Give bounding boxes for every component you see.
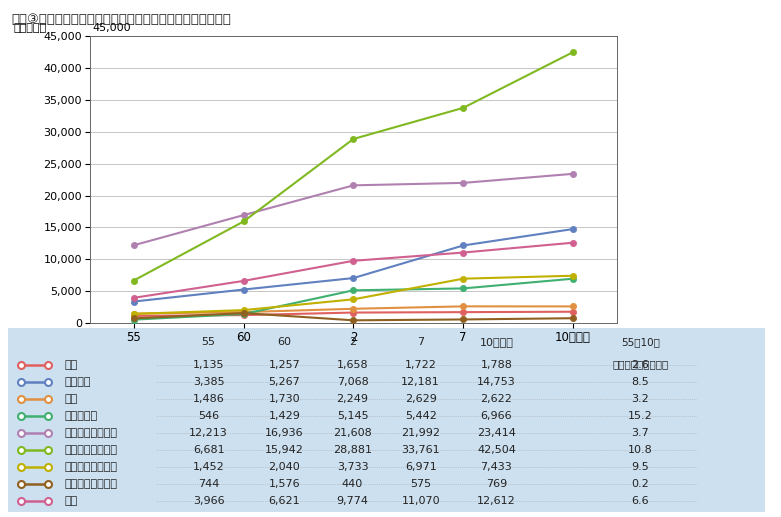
Text: 年平均成長率（％）: 年平均成長率（％） [612, 359, 669, 370]
Text: 2,249: 2,249 [337, 394, 369, 404]
Text: 12,181: 12,181 [401, 377, 440, 387]
Text: 2,040: 2,040 [269, 462, 300, 472]
Text: 3.2: 3.2 [632, 394, 649, 404]
Text: 1,486: 1,486 [193, 394, 224, 404]
Text: 1,257: 1,257 [269, 360, 300, 370]
Text: 16,936: 16,936 [265, 428, 304, 438]
Text: 電気通信: 電気通信 [65, 377, 91, 387]
Text: 5,442: 5,442 [405, 411, 437, 421]
Text: 60: 60 [277, 338, 291, 347]
Text: 744: 744 [198, 479, 219, 489]
Text: 7: 7 [417, 338, 424, 347]
Text: 2,629: 2,629 [405, 394, 437, 404]
Text: 図表③　情報通信産業における部門別実質国内生産額の比較: 図表③ 情報通信産業における部門別実質国内生産額の比較 [12, 13, 232, 26]
Text: 6,966: 6,966 [480, 411, 512, 421]
Text: 9,774: 9,774 [337, 496, 369, 506]
Text: 21,608: 21,608 [333, 428, 372, 438]
Text: 電気通信施設建設: 電気通信施設建設 [65, 479, 118, 489]
Text: 575: 575 [410, 479, 431, 489]
Text: 6,621: 6,621 [269, 496, 300, 506]
Text: 55: 55 [201, 338, 216, 347]
Text: 2,622: 2,622 [480, 394, 512, 404]
Text: 440: 440 [342, 479, 363, 489]
Text: （十億円）: （十億円） [13, 23, 47, 33]
Text: 23,414: 23,414 [477, 428, 516, 438]
Text: 7,068: 7,068 [337, 377, 369, 387]
Text: 6,681: 6,681 [193, 445, 224, 455]
Text: 8.5: 8.5 [632, 377, 649, 387]
Text: 21,992: 21,992 [401, 428, 440, 438]
Text: 7,433: 7,433 [480, 462, 512, 472]
Text: 10（年）: 10（年） [480, 338, 513, 347]
Text: 情報通信機器賃貸: 情報通信機器賃貸 [65, 462, 118, 472]
Text: 6,971: 6,971 [405, 462, 437, 472]
Text: 1,722: 1,722 [405, 360, 437, 370]
Text: 0.2: 0.2 [632, 479, 649, 489]
Text: 5,145: 5,145 [337, 411, 369, 421]
Text: 3,733: 3,733 [337, 462, 369, 472]
Text: 2.6: 2.6 [632, 360, 649, 370]
Text: 1,576: 1,576 [269, 479, 300, 489]
Text: 3,385: 3,385 [193, 377, 224, 387]
Text: 1,135: 1,135 [193, 360, 224, 370]
Text: 11,070: 11,070 [401, 496, 440, 506]
Text: 12,612: 12,612 [477, 496, 515, 506]
Text: 情報通信機器製造: 情報通信機器製造 [65, 445, 118, 455]
Text: 12,213: 12,213 [189, 428, 228, 438]
Text: 1,429: 1,429 [269, 411, 300, 421]
Text: 15.2: 15.2 [628, 411, 653, 421]
Text: 1,788: 1,788 [480, 360, 512, 370]
Text: 15,942: 15,942 [265, 445, 304, 455]
Text: 研究: 研究 [65, 496, 78, 506]
Text: 55～10年: 55～10年 [621, 338, 660, 347]
Text: 33,761: 33,761 [401, 445, 440, 455]
Text: 5,267: 5,267 [269, 377, 300, 387]
Text: 28,881: 28,881 [333, 445, 372, 455]
Text: 9.5: 9.5 [632, 462, 649, 472]
Text: 45,000: 45,000 [92, 23, 131, 33]
Text: 42,504: 42,504 [477, 445, 516, 455]
Text: 情報ソフト: 情報ソフト [65, 411, 98, 421]
Text: 769: 769 [486, 479, 507, 489]
Text: 放送: 放送 [65, 394, 78, 404]
Text: 3.7: 3.7 [632, 428, 649, 438]
Text: 14,753: 14,753 [477, 377, 515, 387]
Text: 情報関連サービス: 情報関連サービス [65, 428, 118, 438]
Text: 6.6: 6.6 [632, 496, 649, 506]
Text: 10.8: 10.8 [628, 445, 653, 455]
Text: 2: 2 [349, 338, 356, 347]
Text: 郵便: 郵便 [65, 360, 78, 370]
Text: 3,966: 3,966 [193, 496, 224, 506]
Text: 1,452: 1,452 [193, 462, 224, 472]
Text: 1,730: 1,730 [269, 394, 300, 404]
Text: 546: 546 [198, 411, 219, 421]
Text: 1,658: 1,658 [337, 360, 369, 370]
